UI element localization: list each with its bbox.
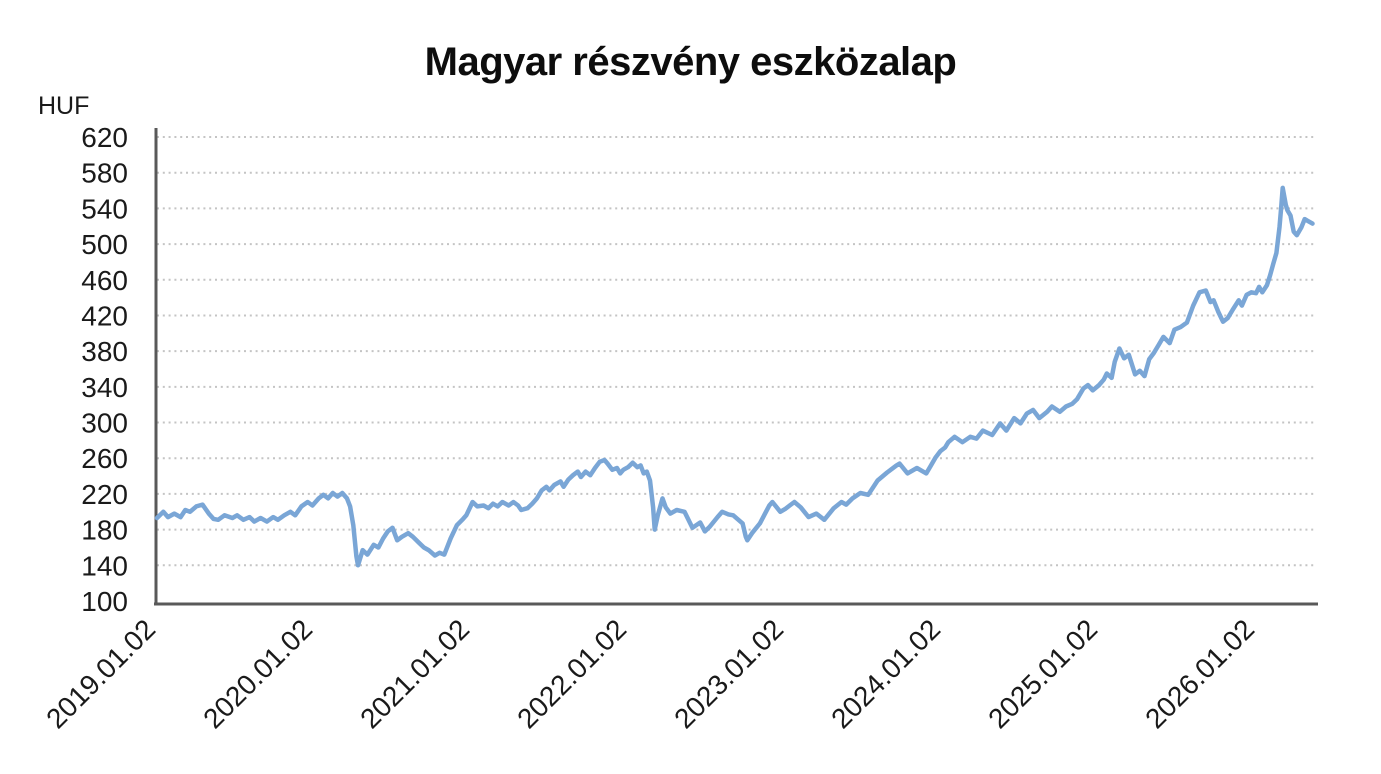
y-tick-label: 500 bbox=[81, 229, 128, 260]
x-tick-label: 2025.01.02 bbox=[982, 613, 1103, 734]
y-tick-label: 140 bbox=[81, 550, 128, 581]
x-tick-label: 2023.01.02 bbox=[668, 613, 789, 734]
y-tick-label: 100 bbox=[81, 586, 128, 617]
x-tick-label: 2019.01.02 bbox=[40, 613, 161, 734]
y-tick-label: 300 bbox=[81, 408, 128, 439]
y-tick-label: 380 bbox=[81, 336, 128, 367]
y-tick-label: 260 bbox=[81, 443, 128, 474]
y-axis-unit-label: HUF bbox=[38, 92, 90, 120]
x-tick-label: 2022.01.02 bbox=[511, 613, 632, 734]
y-tick-label: 340 bbox=[81, 372, 128, 403]
y-tick-label: 180 bbox=[81, 515, 128, 546]
chart-title: Magyar részvény eszközalap bbox=[424, 40, 957, 84]
y-tick-label: 220 bbox=[81, 479, 128, 510]
y-tick-label: 620 bbox=[81, 122, 128, 153]
data-series-line bbox=[154, 185, 1315, 568]
y-tick-label: 460 bbox=[81, 265, 128, 296]
x-tick-label: 2026.01.02 bbox=[1139, 613, 1260, 734]
x-tick-label: 2021.01.02 bbox=[354, 613, 475, 734]
y-tick-label: 580 bbox=[81, 158, 128, 189]
y-tick-label: 420 bbox=[81, 300, 128, 331]
x-tick-label: 2020.01.02 bbox=[197, 613, 318, 734]
y-tick-label: 540 bbox=[81, 193, 128, 224]
x-tick-label: 2024.01.02 bbox=[825, 613, 946, 734]
